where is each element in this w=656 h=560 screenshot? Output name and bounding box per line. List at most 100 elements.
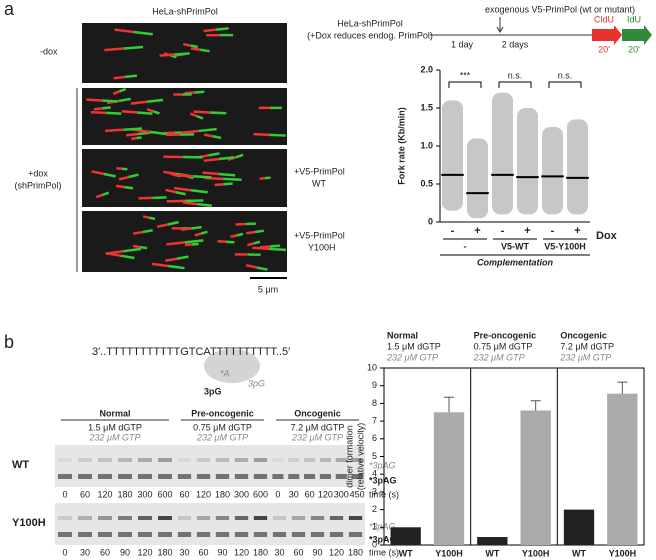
fiber [181, 227, 192, 232]
x-tick-label: + [474, 225, 480, 237]
time-tick: 90 [217, 547, 227, 557]
gel-band [98, 532, 112, 537]
fiber [115, 184, 125, 189]
fiber [245, 264, 258, 269]
fiber [264, 176, 271, 180]
gel-band [253, 532, 268, 537]
idu-arrow [622, 25, 652, 45]
y-tick-label: 2 [372, 504, 377, 514]
gel-band [234, 474, 249, 479]
fiber [198, 127, 217, 133]
fiber [236, 232, 244, 237]
x-tick-label: WT [399, 548, 413, 558]
fiber [131, 136, 137, 141]
time-tick: 60 [305, 489, 315, 499]
fiber [102, 191, 110, 197]
row-label: +V5-PrimPol [294, 166, 345, 176]
fiber [132, 230, 144, 235]
dot-spread [542, 127, 563, 215]
gel-band [98, 474, 112, 479]
time-tick: 180 [253, 547, 268, 557]
bar [477, 537, 508, 545]
fiber [203, 157, 220, 162]
condition-gtp: 232 μM GTP [386, 352, 438, 362]
gel-band [253, 474, 268, 479]
fiber [148, 216, 156, 221]
condition-dgtp: 7.2 μM dGTP [560, 341, 614, 351]
template: 3′..TTTTTTTTTTTGTCATTTTTTTTTT..5′ [92, 346, 290, 358]
gel-band [196, 532, 211, 537]
fiber [253, 240, 261, 245]
condition-gtp: 232 μM GTP [89, 432, 141, 442]
fiber [105, 128, 124, 133]
fiber [166, 241, 186, 246]
fiber [152, 110, 160, 115]
fiber [230, 234, 238, 239]
gel-band [98, 516, 112, 520]
gel-band [234, 516, 249, 520]
fiber [197, 202, 213, 208]
fiber [121, 110, 138, 114]
fiber [159, 53, 175, 57]
gel-band [291, 532, 306, 537]
fiber [256, 266, 268, 271]
error-bar [617, 381, 628, 394]
fiber [152, 196, 167, 200]
significance: n.s. [508, 70, 523, 80]
bar [390, 527, 421, 545]
time-tick: 120 [137, 547, 152, 557]
gel-band [310, 516, 325, 520]
gel-band [177, 474, 192, 479]
row-label: +dox [28, 168, 48, 178]
fiber [181, 129, 200, 134]
condition-gtp: 232 μM GTP [559, 352, 611, 362]
gel-band [58, 458, 72, 462]
gel-band [215, 516, 230, 520]
y-tick-label: 1.5 [420, 102, 433, 112]
scheme-cells: HeLa-shPrimPol [337, 18, 403, 28]
fiber [247, 242, 255, 247]
scheme-time: 20' [628, 44, 640, 54]
fiber [184, 239, 204, 244]
fiber [104, 47, 124, 52]
y-tick-label: 3 [372, 486, 377, 496]
fiber [167, 220, 179, 226]
scheme-day: 2 days [502, 39, 529, 49]
error-bar [444, 396, 454, 413]
fiber [146, 107, 154, 113]
gel-band [319, 458, 331, 462]
fiber [146, 98, 164, 103]
fiber [269, 247, 287, 252]
time-tick: 30 [179, 547, 189, 557]
time-tick: 60 [179, 489, 189, 499]
time-tick: 120 [196, 489, 211, 499]
fiber [165, 257, 178, 263]
time-tick: 180 [215, 489, 230, 499]
time-label: time (s) [369, 547, 399, 557]
gel-band [272, 516, 287, 520]
gel-band [304, 474, 316, 479]
gel-band [158, 458, 172, 462]
fiber [253, 132, 270, 137]
y-tick-label: 7 [372, 415, 377, 425]
fiber [123, 45, 144, 50]
gel-band [215, 532, 230, 537]
gel-band [215, 474, 230, 479]
x-tick-label: WT [485, 548, 499, 558]
fiber [142, 229, 153, 234]
fiber [86, 98, 103, 102]
gel-band [78, 532, 92, 537]
fiber [212, 135, 222, 140]
fiber [235, 153, 244, 159]
gel-band [196, 458, 211, 462]
fiber [246, 230, 256, 235]
y-tick-label: 5 [372, 451, 377, 461]
fiber [209, 111, 227, 115]
gel-band [158, 474, 172, 479]
scheme-label: CldU [594, 14, 614, 24]
fiber [139, 245, 148, 250]
panel-letter: b [4, 332, 14, 352]
scheme-day: 1 day [451, 39, 474, 49]
fiber [184, 91, 195, 95]
